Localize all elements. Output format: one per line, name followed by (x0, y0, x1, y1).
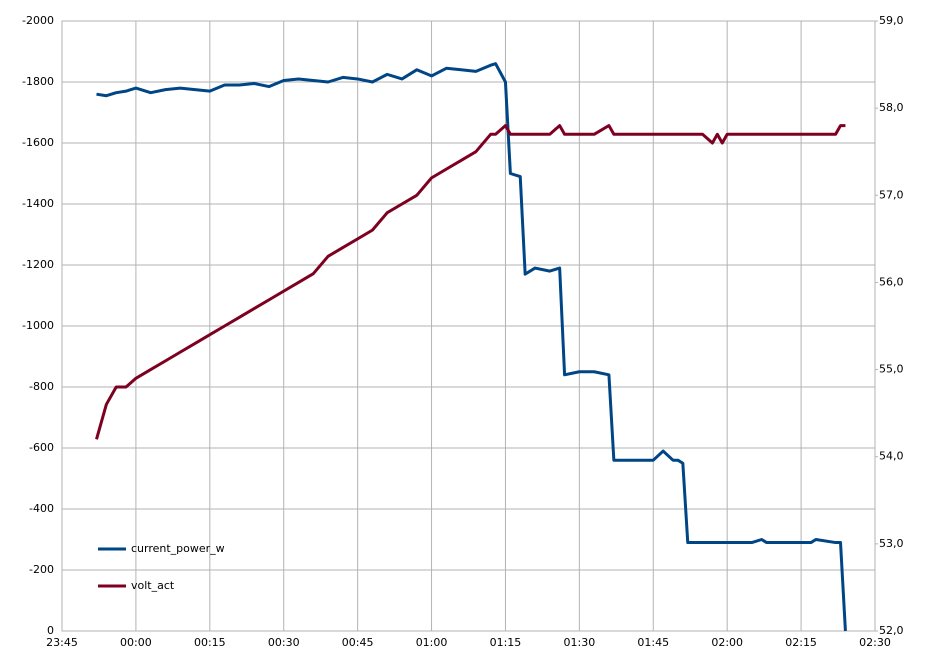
x-tick-label: 02:00 (711, 636, 743, 649)
x-tick-label: 23:45 (46, 636, 78, 649)
y-tick-label: -2000 (22, 14, 54, 27)
y2-tick-label: 54,0 (879, 450, 904, 463)
y-tick-label: -600 (29, 441, 54, 454)
y2-tick-label: 56,0 (879, 275, 904, 288)
x-tick-label: 01:15 (490, 636, 522, 649)
y2-tick-label: 55,0 (879, 363, 904, 376)
series-line (96, 62, 847, 632)
x-tick-label: 00:00 (120, 636, 152, 649)
x-tick-label: 00:15 (194, 636, 226, 649)
y-tick-label: 0 (47, 624, 54, 637)
plot-frame (61, 20, 876, 632)
x-tick-label: 00:30 (268, 636, 300, 649)
x-tick-label: 01:45 (637, 636, 669, 649)
x-tick-label: 00:45 (342, 636, 374, 649)
y-tick-label: -1200 (22, 258, 54, 271)
legend-label: current_power_w (131, 542, 225, 555)
y2-tick-label: 52,0 (879, 624, 904, 637)
y-tick-label: -800 (29, 380, 54, 393)
y2-tick-label: 53,0 (879, 537, 904, 550)
series-line (95, 124, 846, 440)
y-tick-label: -1400 (22, 197, 54, 210)
y2-tick-label: 57,0 (879, 188, 904, 201)
y-tick-label: -1800 (22, 75, 54, 88)
x-tick-label: 01:00 (416, 636, 448, 649)
y-tick-label: -1600 (22, 136, 54, 149)
y-tick-label: -1000 (22, 319, 54, 332)
y2-tick-label: 58,0 (879, 101, 904, 114)
x-tick-label: 02:15 (785, 636, 817, 649)
legend-label: volt_act (131, 579, 175, 592)
y2-tick-label: 59,0 (879, 14, 904, 27)
x-tick-label: 01:30 (564, 636, 596, 649)
x-tick-label: 02:30 (859, 636, 891, 649)
y-tick-label: -200 (29, 563, 54, 576)
y-tick-label: -400 (29, 502, 54, 515)
